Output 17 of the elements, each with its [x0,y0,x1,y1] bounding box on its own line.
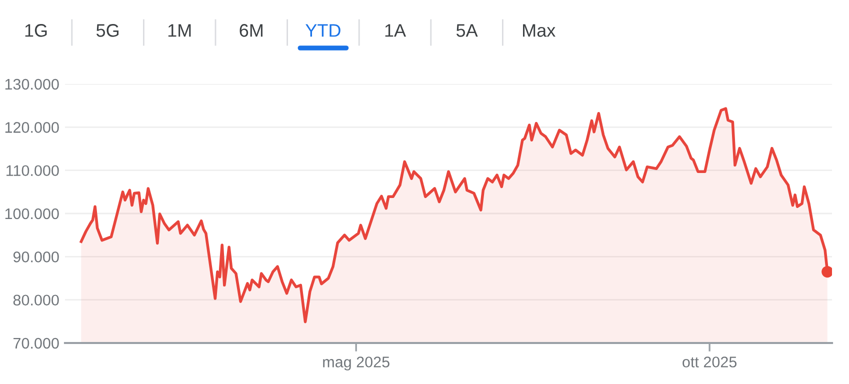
text: Max [523,24,556,37]
y-tick-label: 70.000 [14,338,59,349]
y-tick-label: 120.000 [5,122,59,133]
text: 5A [456,24,478,37]
text: 1M [168,24,191,37]
x-tick-label: mag 2025 [323,356,390,370]
y-tick-label: 100.000 [5,208,59,220]
text: 6M [240,24,262,37]
text: 5G [96,24,118,37]
y-tick-label: 80.000 [13,294,59,306]
y-tick-label: 110.000 [6,165,59,176]
y-tick-label: 90.000 [13,252,59,262]
text: 1A [385,24,406,37]
text: YTD [306,24,340,37]
x-tick-label: ott 2025 [682,356,737,368]
text: 1G [25,24,47,37]
y-tick-label: 130.000 [5,78,59,90]
